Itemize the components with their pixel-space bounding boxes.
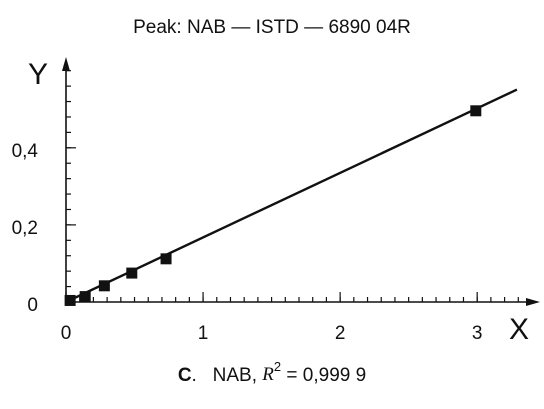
data-point xyxy=(160,253,172,265)
caption-value: = 0,999 9 xyxy=(281,365,366,386)
data-point xyxy=(126,267,138,279)
caption-exponent: 2 xyxy=(274,359,281,374)
data-point xyxy=(98,280,110,292)
x-tick-label: 1 xyxy=(198,323,209,344)
x-axis-label: X xyxy=(509,313,529,346)
y-axis-arrow xyxy=(62,57,70,71)
data-point xyxy=(79,291,91,303)
y-tick-label: 0 xyxy=(27,295,38,316)
x-tick-label: 3 xyxy=(472,323,483,344)
caption-r: R xyxy=(261,364,274,385)
data-point xyxy=(64,294,76,306)
caption-text: . NAB, xyxy=(192,365,263,386)
fit-line xyxy=(65,88,518,304)
x-tick-label: 2 xyxy=(335,323,346,344)
x-axis-arrow xyxy=(526,298,540,306)
y-tick-label: 0,2 xyxy=(12,218,38,239)
y-tick-label: 0,4 xyxy=(12,141,39,162)
chart-title: Peak: NAB — ISTD — 6890 04R xyxy=(133,17,411,38)
caption-panel: C xyxy=(178,365,192,386)
data-point xyxy=(470,105,482,117)
x-tick-label: 0 xyxy=(61,323,72,344)
y-axis-label: Y xyxy=(28,58,48,91)
caption: C. NAB, R2 = 0,999 9 xyxy=(178,359,366,386)
